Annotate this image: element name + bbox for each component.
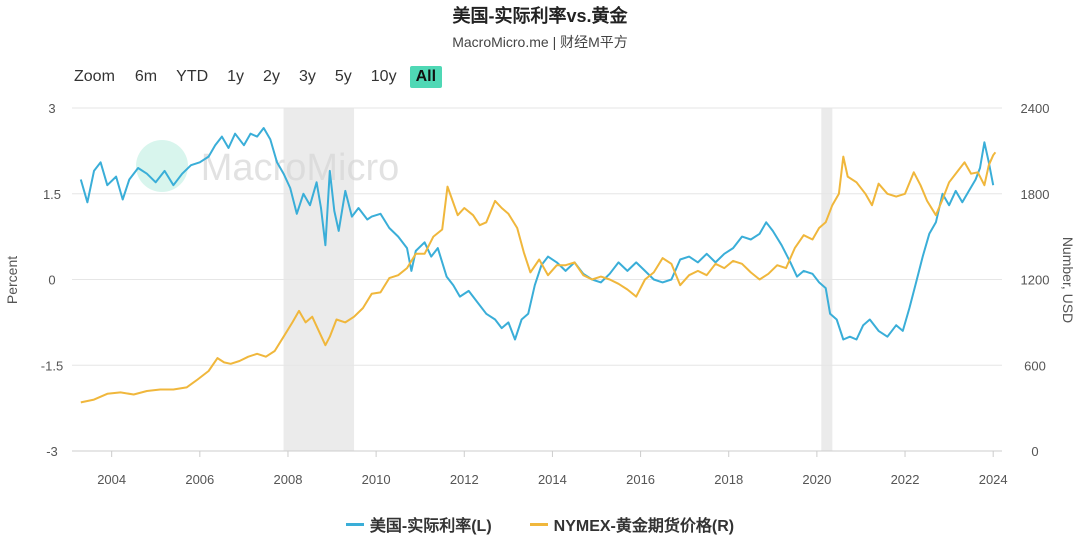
chart-subtitle: MacroMicro.me | 财经M平方 — [452, 34, 628, 50]
y-left-tick-label: 0 — [48, 273, 55, 288]
x-tick-label: 2020 — [802, 472, 831, 487]
zoom-all-button[interactable]: All — [409, 66, 443, 88]
y-left-tick-label: 3 — [48, 101, 55, 116]
zoom-1y-button[interactable]: 1y — [227, 68, 245, 85]
x-tick-label: 2016 — [626, 472, 655, 487]
x-tick-label: 2004 — [97, 472, 126, 487]
zoom-label: Zoom — [74, 68, 115, 85]
zoom-bar: Zoom 6m YTD 1y 2y 3y 5y 10y All — [74, 66, 449, 88]
legend-swatch-gold — [529, 522, 548, 526]
y-right-tick-label: 1800 — [1021, 187, 1050, 202]
y-left-axis-title: Percent — [4, 256, 20, 304]
x-tick-label: 2024 — [979, 472, 1008, 487]
y-right-axis-title: Number, USD — [1060, 237, 1076, 323]
watermark: MacroMicro — [201, 147, 399, 189]
zoom-2y-button[interactable]: 2y — [263, 68, 280, 85]
x-tick-label: 2006 — [185, 472, 214, 487]
zoom-5y-button[interactable]: 5y — [334, 68, 352, 85]
legend-swatch-real-rate — [345, 522, 364, 526]
x-tick-label: 2008 — [274, 472, 303, 487]
series-line-gold — [80, 151, 997, 404]
legend-label-real-rate: 美国-实际利率(L) — [369, 518, 492, 535]
x-tick-label: 2014 — [538, 472, 567, 487]
x-tick-label: 2018 — [714, 472, 743, 487]
y-right-tick-label: 2400 — [1021, 101, 1050, 116]
y-left-tick-label: -3 — [46, 444, 58, 459]
y-left-tick-label: 1.5 — [43, 187, 61, 202]
zoom-3y-button[interactable]: 3y — [298, 68, 316, 85]
x-tick-label: 2010 — [362, 472, 391, 487]
legend: 美国-实际利率(L) NYMEX-黄金期货价格(R) — [0, 512, 1080, 536]
x-tick-label: 2022 — [891, 472, 920, 487]
watermark-logo-icon — [136, 140, 188, 192]
y-right-tick-label: 0 — [1031, 444, 1038, 459]
x-tick-label: 2012 — [450, 472, 479, 487]
zoom-6m-button[interactable]: 6m — [134, 68, 158, 85]
y-left-tick-label: -1.5 — [41, 358, 63, 373]
zoom-ytd-button[interactable]: YTD — [176, 68, 209, 85]
legend-item-gold[interactable]: NYMEX-黄金期货价格(R) — [529, 512, 735, 536]
y-right-tick-label: 1200 — [1021, 273, 1050, 288]
legend-label-gold: NYMEX-黄金期货价格(R) — [553, 518, 735, 535]
zoom-10y-button[interactable]: 10y — [370, 68, 397, 85]
chart-title: 美国-实际利率vs.黄金 — [452, 6, 628, 26]
y-right-tick-label: 600 — [1024, 358, 1046, 373]
legend-item-real-rate[interactable]: 美国-实际利率(L) — [345, 512, 492, 536]
series-line-real-rate — [79, 127, 995, 341]
